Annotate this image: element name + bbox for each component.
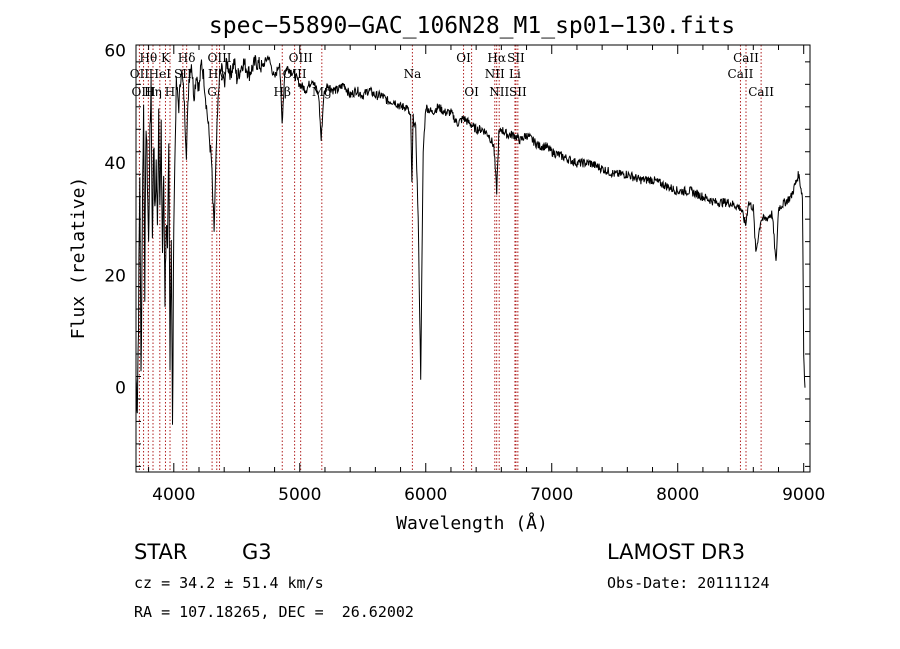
x-tick-label: 6000 xyxy=(404,485,447,505)
spectral-line-label: H xyxy=(165,85,175,99)
spectral-line-label: K xyxy=(161,51,171,65)
spectral-line-label: Hα xyxy=(487,51,506,65)
spectral-line-label: NII xyxy=(485,67,505,81)
spectral-line-label: Hδ xyxy=(178,51,196,65)
x-axis: 4000 5000 6000 7000 8000 9000 xyxy=(148,45,825,505)
spectral-line-label: Na xyxy=(404,67,422,81)
spectral-line-label: OI xyxy=(464,85,479,99)
y-tick-label: 20 xyxy=(104,266,126,286)
spectral-line-label: OIII xyxy=(132,85,156,99)
emission-lines-layer xyxy=(138,45,762,472)
spectral-line-label: CaII xyxy=(728,67,754,81)
x-tick-label: 8000 xyxy=(656,485,699,505)
spectral-line-label: CaII xyxy=(748,85,774,99)
object-subclass: G3 xyxy=(242,540,272,564)
coordinates: RA = 107.18265, DEC = 26.62002 xyxy=(134,603,414,621)
spectral-line-label: NII xyxy=(489,85,509,99)
redshift-velocity: cz = 34.2 ± 51.4 km/s xyxy=(134,574,324,592)
spectral-line-label: Hη xyxy=(144,85,162,99)
spectral-line-label: OIII xyxy=(289,51,313,65)
spectral-line-label: OI xyxy=(456,51,471,65)
spectral-line-label: OIII xyxy=(283,67,307,81)
chart-title: spec−55890−GAC_106N28_M1_sp01−130.fits xyxy=(209,13,735,39)
spectral-line-label: Mg xyxy=(312,85,332,99)
spectral-line-label: HeI xyxy=(149,67,172,81)
spectral-line-label: G xyxy=(207,85,217,99)
y-axis-label: Flux (relative) xyxy=(68,177,89,340)
spectral-line-label: Li xyxy=(509,67,521,81)
observation-date: Obs-Date: 20111124 xyxy=(607,574,770,592)
survey-name: LAMOST DR3 xyxy=(607,540,746,564)
spectral-line-label: SII xyxy=(174,67,192,81)
plot-frame xyxy=(135,44,811,473)
spectral-line-label: CaII xyxy=(733,51,759,65)
spectral-line-label: SII xyxy=(509,85,527,99)
x-tick-label: 4000 xyxy=(152,485,195,505)
spectral-line-label: OII xyxy=(130,67,150,81)
y-tick-label: 60 xyxy=(104,42,126,62)
spectrum-trace xyxy=(135,54,806,425)
spectral-line-label: Hβ xyxy=(274,85,291,99)
x-tick-label: 5000 xyxy=(278,485,321,505)
y-axis: 0 20 40 60 xyxy=(104,42,810,467)
spectral-line-label: Hθ xyxy=(139,51,157,65)
spectral-line-label: Hγ xyxy=(208,67,226,81)
y-tick-label: 0 xyxy=(115,379,126,399)
x-tick-label: 7000 xyxy=(530,485,573,505)
x-tick-label: 9000 xyxy=(782,485,825,505)
x-axis-label: Wavelength (Å) xyxy=(396,512,548,534)
spectrum-layer xyxy=(135,54,806,425)
object-class: STAR xyxy=(134,540,188,564)
spectral-line-label: OIII xyxy=(207,51,231,65)
spectral-line-label: SII xyxy=(507,51,525,65)
y-tick-label: 40 xyxy=(104,154,126,174)
spectrum-chart: spec−55890−GAC_106N28_M1_sp01−130.fits 4… xyxy=(68,13,825,534)
